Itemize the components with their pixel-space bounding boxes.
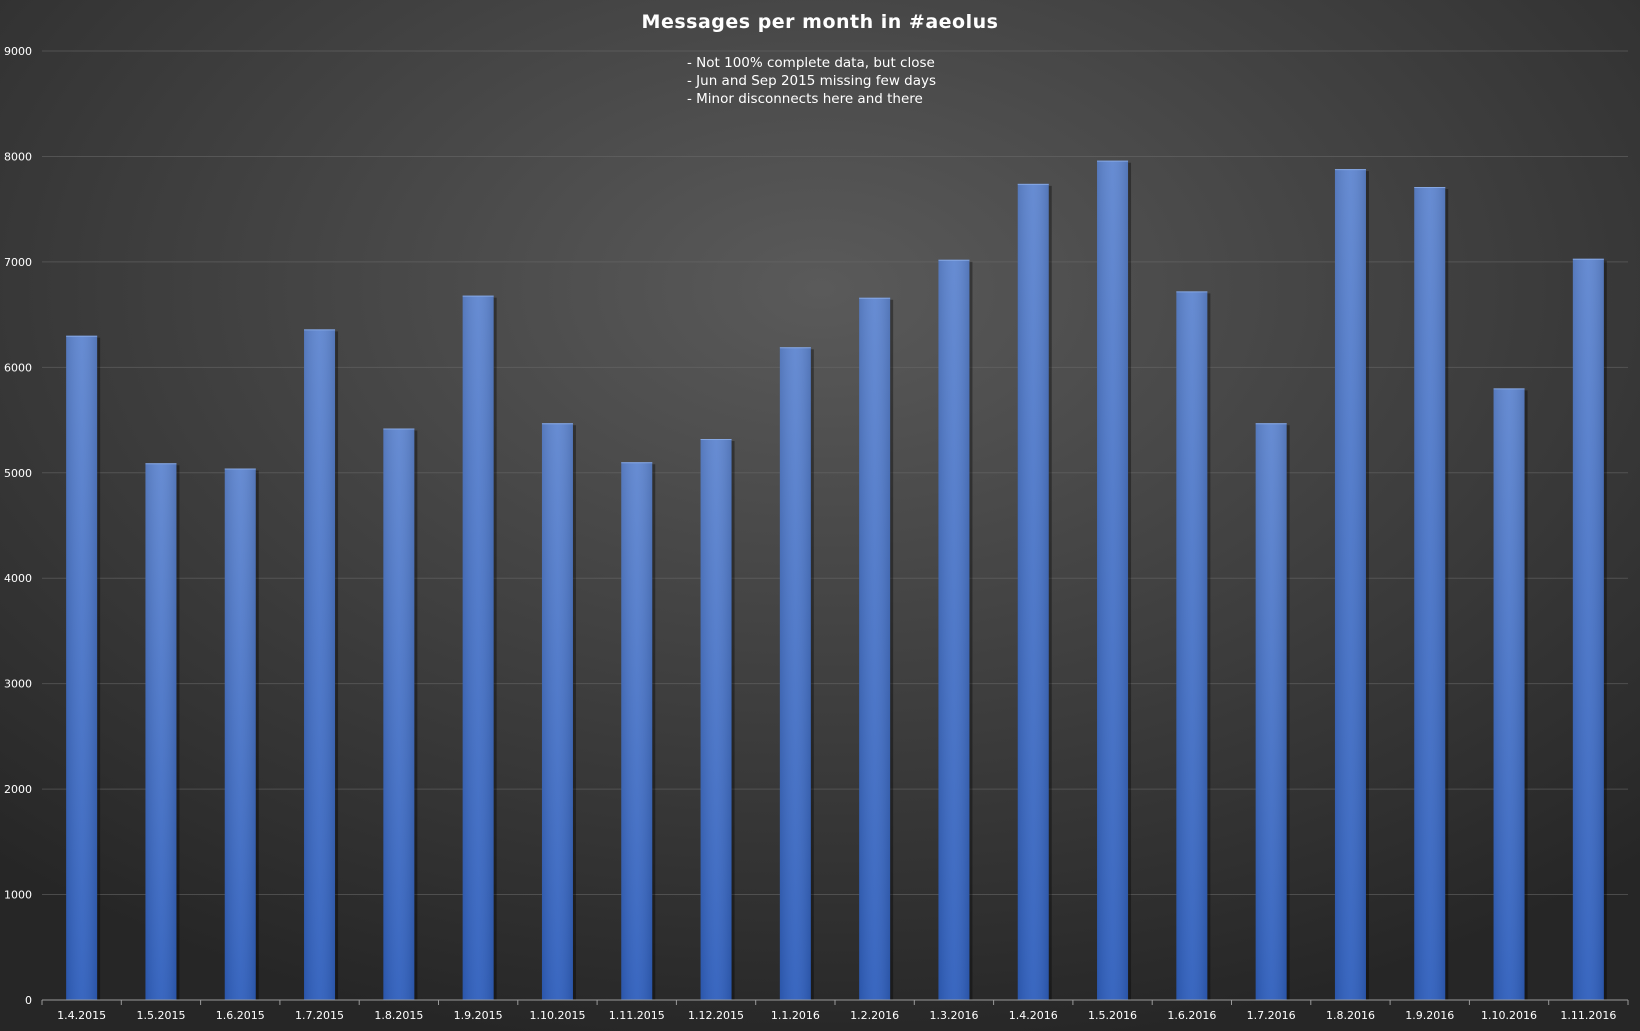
x-tick-label: 1.8.2016 bbox=[1326, 1009, 1375, 1022]
y-tick-label: 9000 bbox=[4, 45, 32, 58]
x-tick-label: 1.10.2015 bbox=[529, 1009, 585, 1022]
bar-shading bbox=[859, 297, 891, 1000]
bar-shading bbox=[462, 295, 494, 1000]
bar-shading bbox=[1414, 187, 1446, 1001]
bar-shading bbox=[383, 428, 415, 1001]
bar-shading bbox=[145, 463, 177, 1000]
bar-shading bbox=[1255, 423, 1287, 1001]
x-tick-label: 1.3.2016 bbox=[929, 1009, 978, 1022]
x-tick-label: 1.9.2015 bbox=[454, 1009, 503, 1022]
y-tick-label: 7000 bbox=[4, 256, 32, 269]
bar-shading bbox=[779, 347, 811, 1000]
y-tick-label: 1000 bbox=[4, 889, 32, 902]
bar-shading bbox=[224, 468, 256, 1000]
y-tick-label: 6000 bbox=[4, 361, 32, 374]
bar-shading bbox=[621, 462, 653, 1000]
x-axis-tick-labels: 1.4.2015 1.5.2015 1.6.2015 1.7.2015 1.8.2015… bbox=[57, 1009, 1616, 1022]
x-tick-label: 1.2.2016 bbox=[850, 1009, 899, 1022]
bar-shading bbox=[700, 439, 732, 1001]
x-tick-label: 1.5.2016 bbox=[1088, 1009, 1137, 1022]
x-tick-label: 1.5.2015 bbox=[136, 1009, 185, 1022]
x-tick-label: 1.12.2015 bbox=[688, 1009, 744, 1022]
x-tick-label: 1.7.2016 bbox=[1247, 1009, 1296, 1022]
chart-note-2: - Jun and Sep 2015 missing few days bbox=[687, 73, 936, 89]
bar-shading bbox=[1334, 169, 1366, 1000]
x-tick-label: 1.4.2016 bbox=[1009, 1009, 1058, 1022]
bar-shading bbox=[541, 423, 573, 1001]
x-tick-label: 1.4.2015 bbox=[57, 1009, 106, 1022]
y-tick-label: 3000 bbox=[4, 678, 32, 691]
x-tick-label: 1.6.2015 bbox=[216, 1009, 265, 1022]
y-axis-tick-labels: 0 1000 2000 3000 4000 5000 6000 7000 8000 9000 bbox=[4, 45, 32, 1007]
y-tick-label: 2000 bbox=[4, 783, 32, 796]
bars bbox=[66, 160, 1607, 1001]
x-tick-label: 1.11.2015 bbox=[609, 1009, 665, 1022]
x-tick-label: 1.10.2016 bbox=[1481, 1009, 1537, 1022]
chart-note-3: - Minor disconnects here and there bbox=[687, 91, 923, 107]
bar-shading bbox=[304, 329, 336, 1001]
bar-shading bbox=[1097, 160, 1129, 1000]
x-tick-label: 1.9.2016 bbox=[1405, 1009, 1454, 1022]
chart-title: Messages per month in #aeolus bbox=[642, 11, 999, 33]
y-tick-label: 0 bbox=[25, 994, 32, 1007]
y-tick-label: 8000 bbox=[4, 150, 32, 163]
chart-note-1: - Not 100% complete data, but close bbox=[687, 55, 935, 71]
x-tick-label: 1.1.2016 bbox=[771, 1009, 820, 1022]
bar-shading bbox=[938, 259, 970, 1000]
x-axis bbox=[41, 999, 1629, 1005]
bar-shading bbox=[1493, 388, 1525, 1000]
x-tick-label: 1.11.2016 bbox=[1560, 1009, 1616, 1022]
bar-shading bbox=[1572, 258, 1604, 1000]
x-tick-label: 1.8.2015 bbox=[374, 1009, 423, 1022]
bar-shading bbox=[1017, 183, 1049, 1001]
bar-shading bbox=[1176, 291, 1208, 1000]
y-tick-label: 4000 bbox=[4, 572, 32, 585]
bar-shading bbox=[66, 335, 98, 1000]
y-tick-label: 5000 bbox=[4, 467, 32, 480]
x-tick-label: 1.7.2015 bbox=[295, 1009, 344, 1022]
x-tick-label: 1.6.2016 bbox=[1167, 1009, 1216, 1022]
